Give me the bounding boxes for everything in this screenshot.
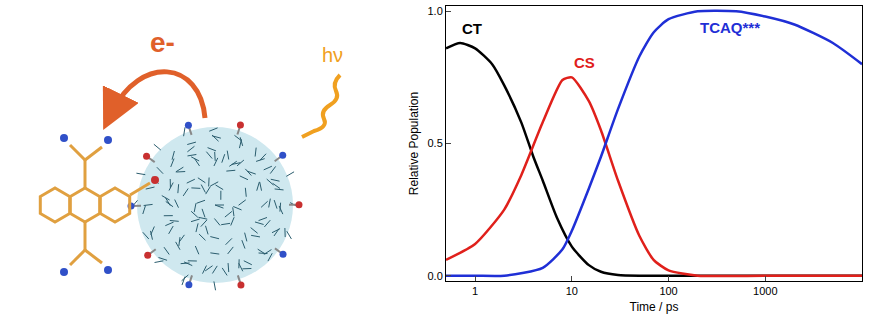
svg-text:0.5: 0.5 [428,137,443,149]
svg-text:1000: 1000 [753,285,777,297]
svg-text:10: 10 [566,285,578,297]
svg-text:e-: e- [150,27,175,58]
svg-text:CT: CT [462,20,482,37]
svg-text:TCAQ***: TCAQ*** [700,19,760,36]
svg-text:Time / ps: Time / ps [630,300,679,314]
svg-text:100: 100 [659,285,677,297]
svg-text:1: 1 [472,285,478,297]
svg-text:1.0: 1.0 [428,5,443,17]
svg-text:Relative Population: Relative Population [407,92,421,195]
svg-text:CS: CS [574,54,595,71]
svg-text:hν: hν [322,44,343,66]
svg-text:0.0: 0.0 [428,270,443,282]
